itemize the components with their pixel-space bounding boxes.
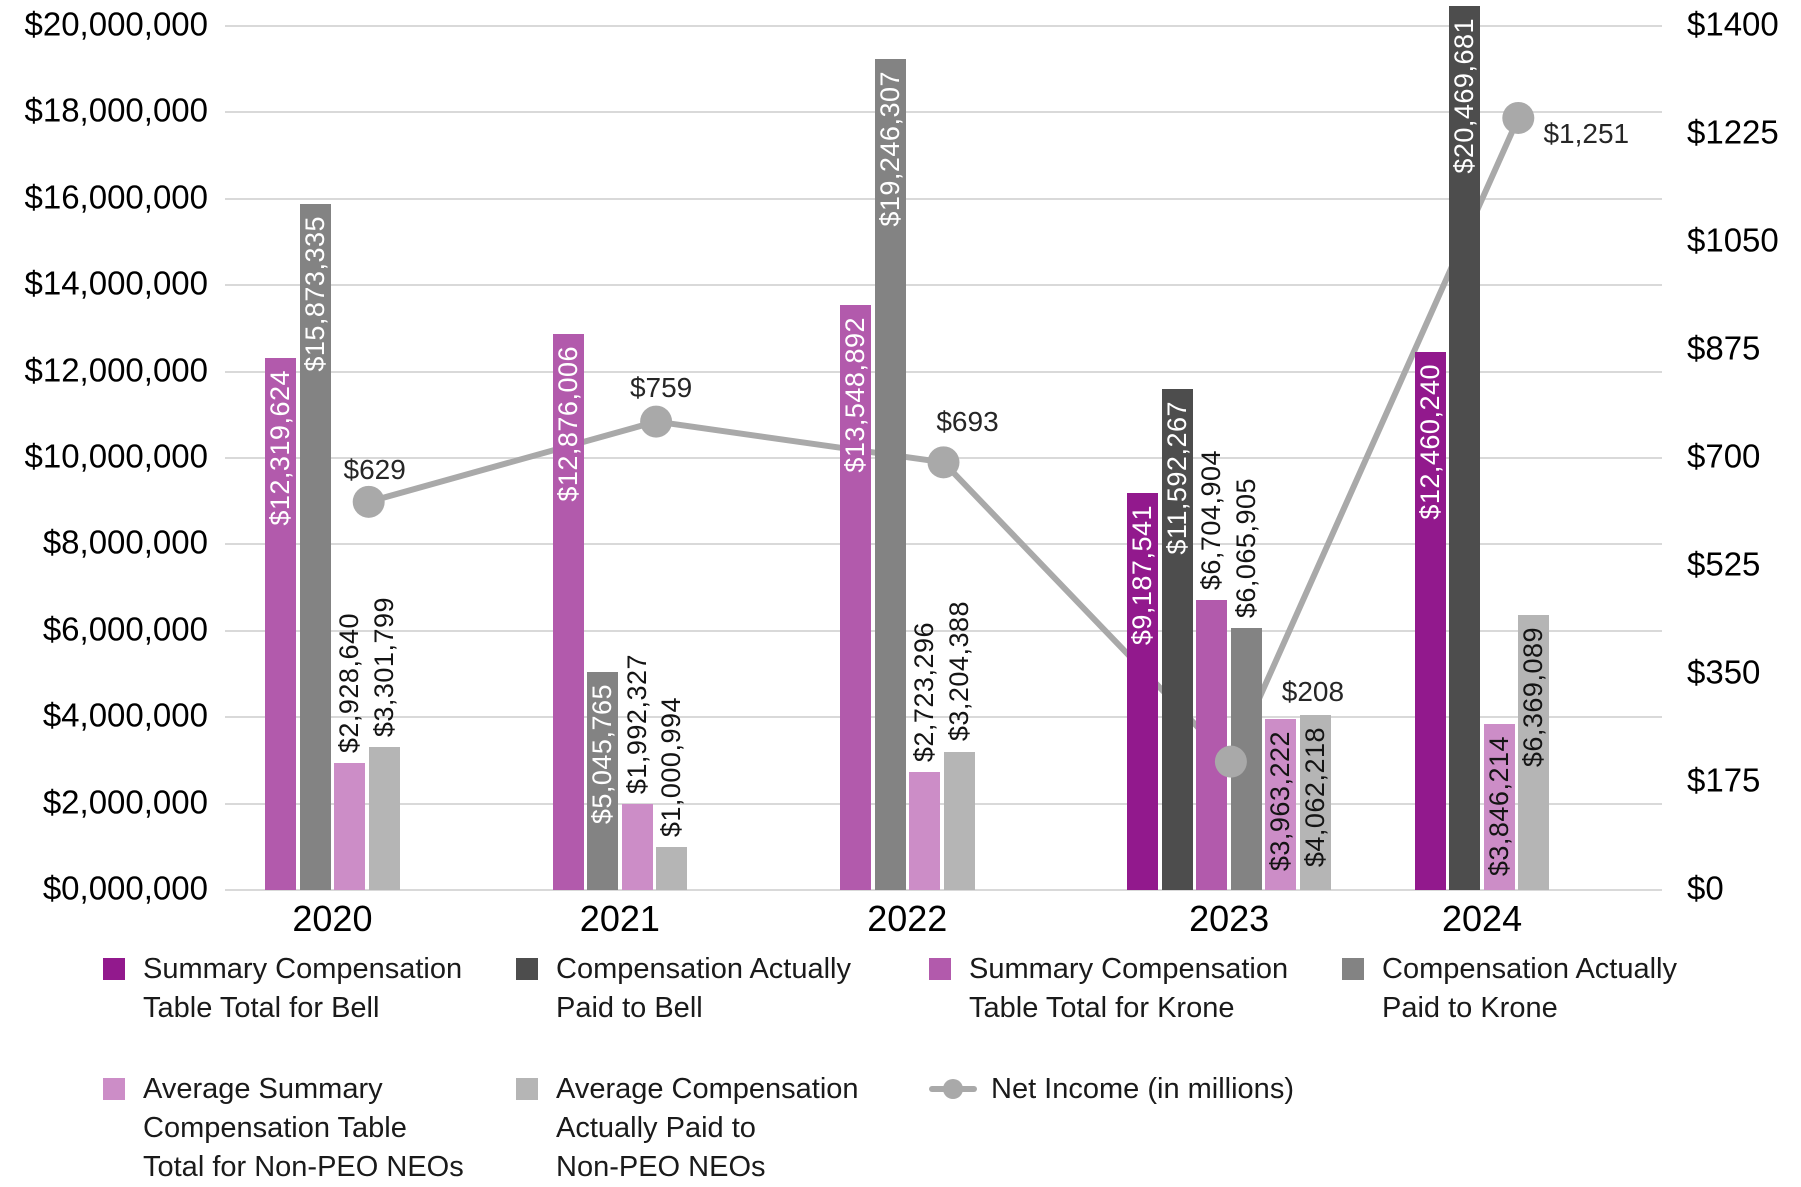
bar-krone_cap-2020 bbox=[299, 204, 331, 890]
legend-item-net_income: Net Income (in millions) bbox=[929, 1070, 1294, 1109]
legend-item-krone_sct: Summary Compensation Table Total for Kro… bbox=[929, 950, 1288, 1028]
legend-item-bell_cap: Compensation Actually Paid to Bell bbox=[516, 950, 851, 1028]
bar-krone_cap-2021 bbox=[587, 672, 619, 890]
legend-label: Net Income (in millions) bbox=[991, 1073, 1294, 1105]
net-income-marker-layer bbox=[352, 101, 1535, 778]
legend-swatch-krone_cap bbox=[1342, 958, 1364, 980]
legend-swatch-bell_sct bbox=[103, 958, 125, 980]
legend-label: Compensation Actually Paid to Bell bbox=[556, 953, 851, 1024]
bar-avg_cap-2021 bbox=[656, 846, 688, 890]
bar-krone_cap-2022 bbox=[874, 58, 906, 890]
legend-item-bell_sct: Summary Compensation Table Total for Bel… bbox=[103, 950, 462, 1028]
left-axis-tick: $14,000,000 bbox=[24, 264, 208, 302]
bar-avg_cap-2024 bbox=[1518, 614, 1550, 890]
bars-layer bbox=[265, 5, 1550, 890]
net-income-marker bbox=[640, 405, 673, 438]
left-axis-tick: $8,000,000 bbox=[42, 523, 208, 561]
legend-label: Compensation Actually Paid to Krone bbox=[1382, 953, 1677, 1024]
left-axis-tick: $16,000,000 bbox=[24, 178, 208, 216]
bar-bell_cap-2024 bbox=[1449, 5, 1481, 890]
bar-avg_sct-2021 bbox=[621, 803, 653, 890]
right-axis-tick: $525 bbox=[1687, 545, 1761, 583]
right-axis-tick: $1050 bbox=[1687, 221, 1779, 259]
net-income-label: $693 bbox=[936, 406, 999, 438]
net-income-labels-layer: $629 $759 $693 $208 $1,251 bbox=[343, 117, 1630, 707]
left-axis-tick: $4,000,000 bbox=[42, 696, 208, 734]
right-axis-tick: $1400 bbox=[1687, 5, 1779, 43]
left-axis-tick: $10,000,000 bbox=[24, 437, 208, 475]
right-axis-tick: $175 bbox=[1687, 761, 1761, 799]
gridline bbox=[225, 543, 1662, 546]
net-income-line-icon bbox=[929, 1079, 977, 1099]
gridline bbox=[225, 889, 1662, 891]
left-axis-tick: $0,000,000 bbox=[42, 869, 208, 907]
legend-item-avg_cap: Average Compensation Actually Paid to No… bbox=[516, 1070, 859, 1187]
gridline bbox=[225, 25, 1662, 27]
bar-avg_sct-2024 bbox=[1483, 723, 1515, 890]
legend-swatch-bell_cap bbox=[516, 958, 538, 980]
net-income-marker-icon bbox=[943, 1079, 963, 1099]
legend-label: Summary Compensation Table Total for Bel… bbox=[143, 953, 463, 1024]
net-income-label: $759 bbox=[629, 371, 693, 403]
net-income-marker bbox=[1502, 101, 1535, 134]
legend-label: Average Summary Compensation Table Total… bbox=[143, 1073, 464, 1183]
right-axis-tick: $350 bbox=[1687, 653, 1761, 691]
legend-item-krone_cap: Compensation Actually Paid to Krone bbox=[1342, 950, 1677, 1028]
x-axis-label: 2021 bbox=[579, 898, 660, 939]
legend-swatch-avg_cap bbox=[516, 1078, 538, 1100]
legend-label: Summary Compensation Table Total for Kro… bbox=[969, 953, 1289, 1024]
plot-area: $12,319,624 $15,873,335 $2,928,640 $3,301,7… bbox=[225, 5, 1662, 891]
net-income-marker bbox=[1214, 745, 1247, 778]
gridline bbox=[225, 111, 1662, 114]
left-axis-tick: $20,000,000 bbox=[24, 5, 208, 43]
right-axis-tick: $700 bbox=[1687, 437, 1761, 475]
bar-krone_sct-2021 bbox=[552, 333, 584, 890]
right-axis-tick: $1225 bbox=[1687, 113, 1779, 151]
net-income-label: $629 bbox=[343, 453, 406, 485]
legend-swatch-krone_sct bbox=[929, 958, 951, 980]
net-income-marker bbox=[352, 485, 385, 518]
gridline bbox=[225, 197, 1662, 200]
right-axis-tick: $0 bbox=[1687, 869, 1724, 907]
bar-bell_sct-2024 bbox=[1414, 351, 1446, 890]
bar-avg_cap-2023 bbox=[1299, 714, 1331, 890]
bar-avg_sct-2022 bbox=[909, 772, 940, 890]
gridline bbox=[225, 284, 1662, 287]
net-income-marker bbox=[927, 446, 960, 479]
bar-avg_cap-2022 bbox=[943, 751, 975, 890]
bar-avg_sct-2020 bbox=[334, 763, 366, 890]
bar-avg_cap-2020 bbox=[368, 747, 400, 890]
x-axis-label: 2024 bbox=[1442, 898, 1523, 939]
right-axis-tick: $875 bbox=[1687, 329, 1761, 367]
left-axis-tick: $18,000,000 bbox=[24, 91, 208, 129]
bar-bell_cap-2023 bbox=[1161, 389, 1193, 890]
x-axis-label: 2023 bbox=[1189, 898, 1270, 939]
net-income-label: $1,251 bbox=[1543, 117, 1630, 149]
net-income-label: $208 bbox=[1281, 675, 1345, 707]
gridline bbox=[225, 716, 1662, 719]
bar-krone_sct-2023 bbox=[1196, 600, 1228, 890]
x-axis-label: 2020 bbox=[292, 898, 373, 939]
bar-bell_sct-2023 bbox=[1127, 493, 1159, 890]
gridline bbox=[225, 370, 1662, 373]
left-axis-tick: $2,000,000 bbox=[42, 783, 208, 821]
gridline bbox=[225, 629, 1662, 632]
bar-krone_sct-2022 bbox=[840, 304, 871, 890]
left-axis-tick: $12,000,000 bbox=[24, 351, 208, 389]
bar-krone_sct-2020 bbox=[265, 357, 297, 890]
legend-label: Average Compensation Actually Paid to No… bbox=[556, 1073, 859, 1183]
legend-item-avg_sct: Average Summary Compensation Table Total… bbox=[103, 1070, 464, 1187]
bar-avg_sct-2023 bbox=[1265, 718, 1297, 890]
legend-swatch-avg_sct bbox=[103, 1078, 125, 1100]
x-axis-label: 2022 bbox=[867, 898, 948, 939]
left-axis-tick: $6,000,000 bbox=[42, 610, 208, 648]
